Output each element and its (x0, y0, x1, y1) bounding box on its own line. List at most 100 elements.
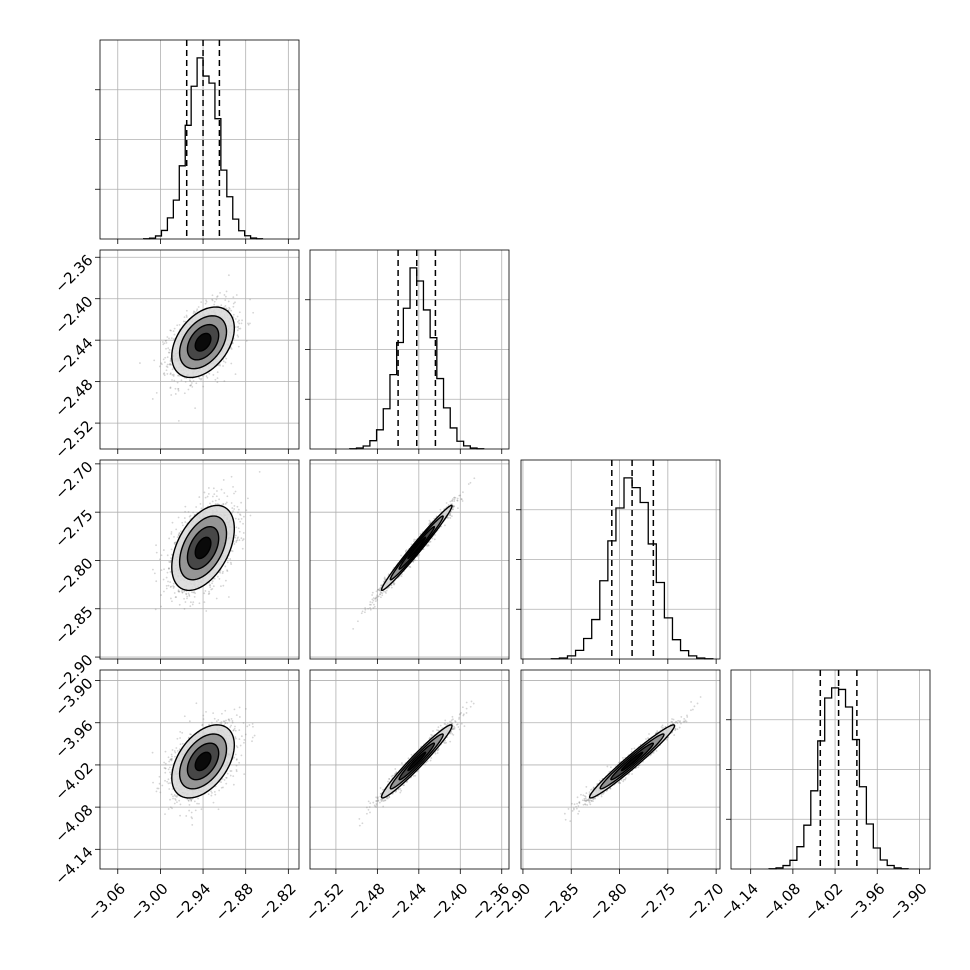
scatter-point (434, 534, 436, 536)
scatter-point (233, 492, 235, 495)
scatter-point (237, 508, 240, 511)
scatter-point (153, 572, 156, 575)
scatter-point (215, 597, 218, 600)
scatter-point (429, 522, 432, 524)
scatter-point (427, 543, 429, 546)
scatter-point (379, 593, 381, 596)
scatter-point (457, 507, 459, 510)
scatter-point (174, 541, 177, 544)
scatter-point (451, 508, 454, 511)
scatter-point (224, 361, 227, 364)
scatter-point (382, 590, 385, 593)
scatter-point (433, 538, 436, 541)
scatter-point (400, 575, 403, 578)
scatter-point (216, 295, 219, 298)
scatter-point (239, 513, 241, 516)
scatter-point (211, 495, 214, 498)
scatter-point (228, 307, 231, 310)
scatter-point (184, 521, 187, 523)
scatter-point (242, 522, 244, 525)
scatter-point (233, 508, 236, 510)
scatter-point (169, 386, 172, 389)
scatter-point (207, 493, 210, 495)
scatter-point (357, 620, 359, 623)
scatter-point (236, 326, 239, 329)
scatter-point (383, 577, 386, 580)
scatter-point (190, 382, 193, 384)
contour-fill (407, 537, 426, 559)
scatter-point (381, 592, 384, 595)
histogram-panel-4 (726, 669, 931, 874)
scatter-point (169, 362, 172, 365)
scatter-point (439, 508, 442, 511)
scatter-point (384, 591, 387, 593)
scatter-point (374, 598, 376, 600)
scatter-point (229, 558, 232, 560)
scatter-point (181, 591, 184, 594)
scatter-point (460, 498, 463, 500)
scatter-point (163, 372, 166, 375)
scatter-point (177, 388, 180, 390)
scatter-point (165, 576, 168, 579)
scatter-point (208, 592, 211, 595)
scatter-point (431, 537, 434, 540)
scatter-point (160, 569, 163, 572)
scatter-point (400, 554, 402, 557)
scatter-point (205, 375, 208, 378)
scatter-point (189, 384, 192, 387)
scatter-point (178, 603, 181, 606)
scatter-point (171, 379, 173, 381)
scatter-point (222, 502, 225, 505)
scatter-point (173, 542, 176, 545)
scatter-point (452, 505, 455, 508)
scatter-point (177, 389, 180, 392)
scatter-point (222, 584, 225, 587)
scatter-point (241, 547, 244, 550)
scatter-point (195, 506, 198, 508)
scatter-point (209, 502, 211, 505)
scatter-point (459, 494, 462, 497)
scatter-point (224, 502, 227, 505)
scatter-point (444, 524, 446, 527)
scatter-point (166, 554, 169, 557)
scatter-point (190, 384, 193, 386)
scatter-point (371, 598, 374, 601)
scatter-point (236, 329, 239, 332)
scatter-point (188, 593, 191, 596)
scatter-point (174, 596, 177, 599)
scatter-point (165, 347, 167, 350)
scatter-point (216, 371, 219, 374)
scatter-point (178, 532, 181, 535)
scatter-point (200, 507, 203, 510)
scatter-point (171, 368, 174, 371)
scatter-point (165, 584, 168, 587)
scatter-point (223, 294, 226, 296)
scatter-point (200, 301, 203, 304)
contour-line (398, 525, 436, 570)
histogram-step-line (768, 687, 909, 870)
contour-line (194, 536, 212, 560)
scatter-point (238, 319, 240, 322)
scatter-point (173, 541, 176, 544)
scatter-point (167, 580, 169, 583)
scatter-point (192, 601, 195, 604)
scatter-point (164, 339, 167, 342)
scatter-point (230, 502, 233, 504)
scatter-point (177, 516, 180, 519)
scatter-point (184, 320, 187, 323)
scatter-point (188, 379, 191, 382)
scatter-point (453, 496, 456, 499)
scatter-point (182, 320, 185, 323)
scatter-point (178, 374, 181, 377)
scatter-point (219, 364, 221, 367)
scatter-point (170, 548, 173, 551)
scatter-point (164, 356, 167, 359)
scatter-point (185, 592, 188, 595)
scatter-point (171, 600, 173, 603)
scatter-point (237, 518, 240, 521)
scatter-point (352, 627, 355, 630)
scatter-point (177, 589, 180, 591)
scatter-point (169, 571, 172, 573)
scatter-point (236, 505, 239, 508)
